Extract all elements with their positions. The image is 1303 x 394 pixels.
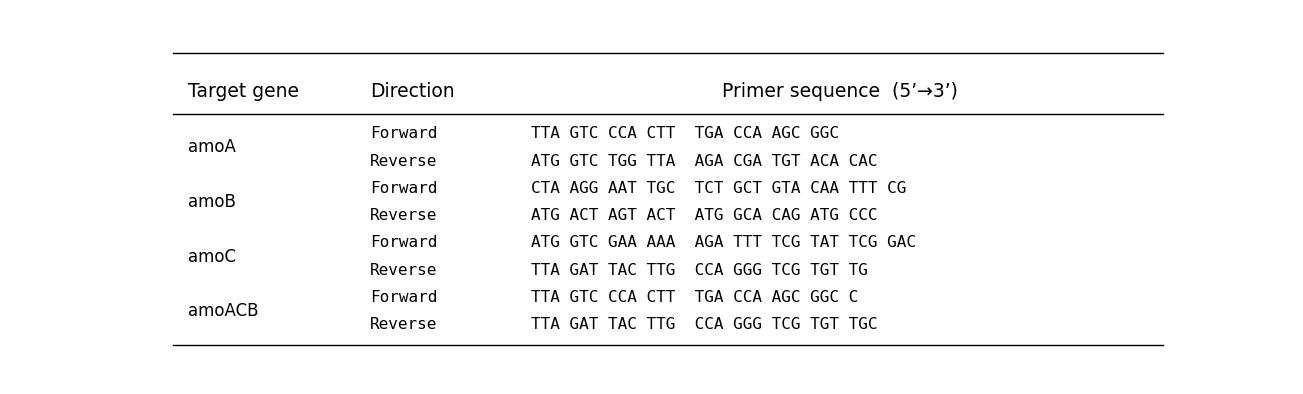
Text: Forward: Forward bbox=[370, 236, 438, 251]
Text: ATG GTC TGG TTA  AGA CGA TGT ACA CAC: ATG GTC TGG TTA AGA CGA TGT ACA CAC bbox=[532, 154, 878, 169]
Text: TTA GAT TAC TTG  CCA GGG TCG TGT TGC: TTA GAT TAC TTG CCA GGG TCG TGT TGC bbox=[532, 318, 878, 333]
Text: Reverse: Reverse bbox=[370, 263, 438, 278]
Text: Forward: Forward bbox=[370, 181, 438, 196]
Text: TTA GAT TAC TTG  CCA GGG TCG TGT TG: TTA GAT TAC TTG CCA GGG TCG TGT TG bbox=[532, 263, 868, 278]
Text: CTA AGG AAT TGC  TCT GCT GTA CAA TTT CG: CTA AGG AAT TGC TCT GCT GTA CAA TTT CG bbox=[532, 181, 907, 196]
Text: amoC: amoC bbox=[188, 247, 236, 266]
Text: Direction: Direction bbox=[370, 82, 455, 101]
Text: ATG GTC GAA AAA  AGA TTT TCG TAT TCG GAC: ATG GTC GAA AAA AGA TTT TCG TAT TCG GAC bbox=[532, 236, 916, 251]
Text: TTA GTC CCA CTT  TGA CCA AGC GGC C: TTA GTC CCA CTT TGA CCA AGC GGC C bbox=[532, 290, 859, 305]
Text: Forward: Forward bbox=[370, 290, 438, 305]
Text: Reverse: Reverse bbox=[370, 208, 438, 223]
Text: amoA: amoA bbox=[188, 138, 236, 156]
Text: Reverse: Reverse bbox=[370, 318, 438, 333]
Text: Forward: Forward bbox=[370, 126, 438, 141]
Text: ATG ACT AGT ACT  ATG GCA CAG ATG CCC: ATG ACT AGT ACT ATG GCA CAG ATG CCC bbox=[532, 208, 878, 223]
Text: Primer sequence  (5’→3’): Primer sequence (5’→3’) bbox=[722, 82, 958, 101]
Text: Reverse: Reverse bbox=[370, 154, 438, 169]
Text: TTA GTC CCA CTT  TGA CCA AGC GGC: TTA GTC CCA CTT TGA CCA AGC GGC bbox=[532, 126, 839, 141]
Text: amoACB: amoACB bbox=[188, 302, 258, 320]
Text: amoB: amoB bbox=[188, 193, 236, 211]
Text: Target gene: Target gene bbox=[188, 82, 300, 101]
